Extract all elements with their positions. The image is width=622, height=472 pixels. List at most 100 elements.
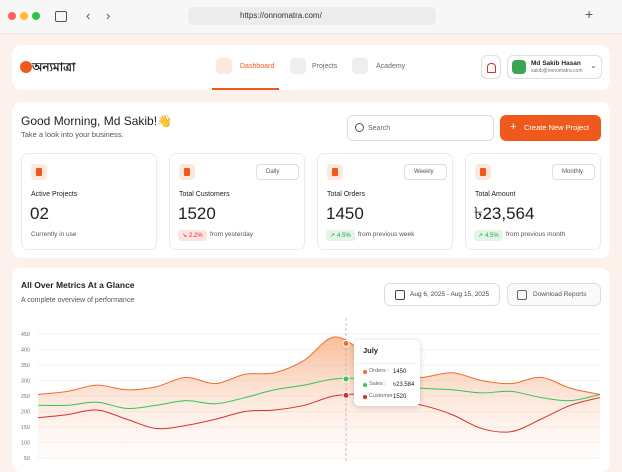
download-button[interactable]: Download Reports [507, 283, 601, 306]
card-note: Currently in use [31, 231, 77, 238]
chart-tooltip: July Orders : 1450 Sales : ৳23,584 Customer … [354, 340, 420, 406]
new-tab-button[interactable]: + [585, 6, 594, 22]
card-icon [475, 164, 491, 180]
hover-dot [342, 339, 350, 347]
date-range-picker[interactable]: Aug 6, 2025 - Aug 15, 2025 [384, 283, 500, 306]
stat-card: Total Amount Monthly ৳23,564 ↗ 4.5% from prev… [465, 153, 601, 250]
card-title: Total Amount [475, 191, 516, 198]
notification-button[interactable] [481, 55, 501, 79]
zoom-button[interactable] [32, 12, 40, 20]
forward-button[interactable]: › [106, 8, 111, 23]
hover-dot [342, 375, 350, 383]
card-value: ৳23,564 [474, 204, 535, 223]
greeting: Good Morning, Md Sakib!👋 [21, 114, 173, 128]
create-project-button[interactable]: + Create New Project [500, 115, 601, 141]
stat-card: Total Customers Daily 1520 ↘ 2.2% from yester… [169, 153, 305, 250]
tooltip-label: Customer : [369, 393, 396, 399]
change-badge: ↗ 4.5% [326, 230, 355, 241]
tooltip-value: 1520 [393, 394, 407, 400]
header: অন্যমাত্রা Dashboard Projects Academy Md… [12, 45, 610, 90]
trend-icon: ↗ [330, 232, 336, 239]
address-bar[interactable]: https://onnomatra.com/ [188, 7, 436, 25]
trend-icon: ↗ [478, 232, 484, 239]
button-label: Create New Project [524, 123, 590, 132]
legend-dot [363, 370, 367, 374]
nav-item[interactable]: Academy [376, 63, 406, 70]
card-title: Total Customers [179, 191, 230, 198]
url-text: https://onnomatra.com/ [240, 11, 322, 20]
period-filter[interactable]: Monthly [552, 164, 595, 180]
y-tick-label: 200 [21, 410, 30, 416]
y-tick-label: 100 [21, 441, 30, 447]
date-range: Aug 6, 2025 - Aug 15, 2025 [410, 291, 490, 298]
nav-item[interactable]: Dashboard [240, 63, 275, 70]
nav-item[interactable]: Projects [312, 63, 338, 70]
legend-dot [363, 395, 367, 399]
legend-dot [363, 382, 367, 387]
metrics-title: All Over Metrics At a Glance [21, 280, 135, 290]
user-menu[interactable]: Md Sakib Hasan sakib@onnomatra.com ⌄ [507, 55, 602, 79]
card-icon [179, 164, 195, 180]
y-tick-label: 50 [24, 456, 30, 462]
change-value: 2.2% [189, 232, 203, 239]
browser-bar: ‹ › https://onnomatra.com/ + [0, 0, 622, 34]
card-value: 1520 [178, 204, 216, 223]
nav-icon [216, 58, 232, 74]
series-line [37, 393, 601, 433]
plus-icon: + [510, 121, 517, 133]
y-tick-label: 400 [21, 348, 30, 354]
stat-card: Total Orders Weekly 1450 ↗ 4.5% from previous… [317, 153, 453, 250]
chevron: ⌄ [590, 61, 597, 70]
period-filter[interactable]: Daily [256, 164, 299, 180]
series-line [37, 336, 601, 395]
series-line [37, 377, 601, 409]
trend-icon: ↘ [182, 232, 188, 239]
search-placeholder: Search [368, 125, 391, 132]
metrics-subtitle: A complete overview of performance [21, 297, 135, 304]
metrics-chart: 50 100 150 200 250 300 350 400 450 [21, 318, 601, 462]
greeting-subtitle: Take a look into your business. [21, 130, 124, 139]
close-button[interactable] [8, 12, 16, 20]
nav-icon [352, 58, 368, 74]
minimize-button[interactable] [20, 12, 28, 20]
search-box[interactable]: Search [347, 115, 494, 141]
logo[interactable]: অন্যমাত্রা [32, 60, 76, 74]
card-note: from previous week [358, 231, 415, 238]
card-title: Active Projects [31, 191, 78, 198]
y-tick-label: 300 [21, 379, 30, 385]
y-tick-label: 350 [21, 363, 30, 369]
tooltip-title: July [363, 346, 379, 355]
card-icon [31, 164, 47, 180]
tooltip-label: Sales : [369, 380, 386, 387]
area-fill [38, 336, 600, 458]
stat-card: Active Projects 02 Currently in use [21, 153, 157, 250]
change-value: 4.5% [337, 232, 351, 239]
card-title: Total Orders [327, 191, 366, 198]
download-icon [517, 290, 527, 300]
y-tick-label: 250 [21, 394, 30, 400]
hover-dot [342, 391, 350, 399]
card-note: from previous month [506, 231, 566, 238]
period-filter[interactable]: Weekly [404, 164, 447, 180]
tooltip-divider [358, 363, 416, 364]
tooltip-label: Orders : [369, 368, 389, 374]
back-button[interactable]: ‹ [86, 8, 91, 23]
search-icon [355, 123, 364, 132]
tooltip-value: 1450 [393, 369, 407, 375]
card-note: from yesterday [210, 231, 253, 238]
tooltip-value: ৳23,584 [393, 381, 415, 388]
change-badge: ↘ 2.2% [178, 230, 207, 241]
change-badge: ↗ 4.5% [474, 230, 503, 241]
card-value: 1450 [326, 204, 364, 223]
user-name: Md Sakib Hasan [531, 60, 581, 67]
avatar [512, 60, 526, 74]
y-tick-label: 150 [21, 425, 30, 431]
sidebar-button[interactable] [55, 11, 67, 22]
bell-icon [487, 63, 496, 73]
nav-icon [290, 58, 306, 74]
user-email: sakib@onnomatra.com [531, 68, 583, 74]
active-indicator [212, 88, 279, 90]
card-icon [327, 164, 343, 180]
